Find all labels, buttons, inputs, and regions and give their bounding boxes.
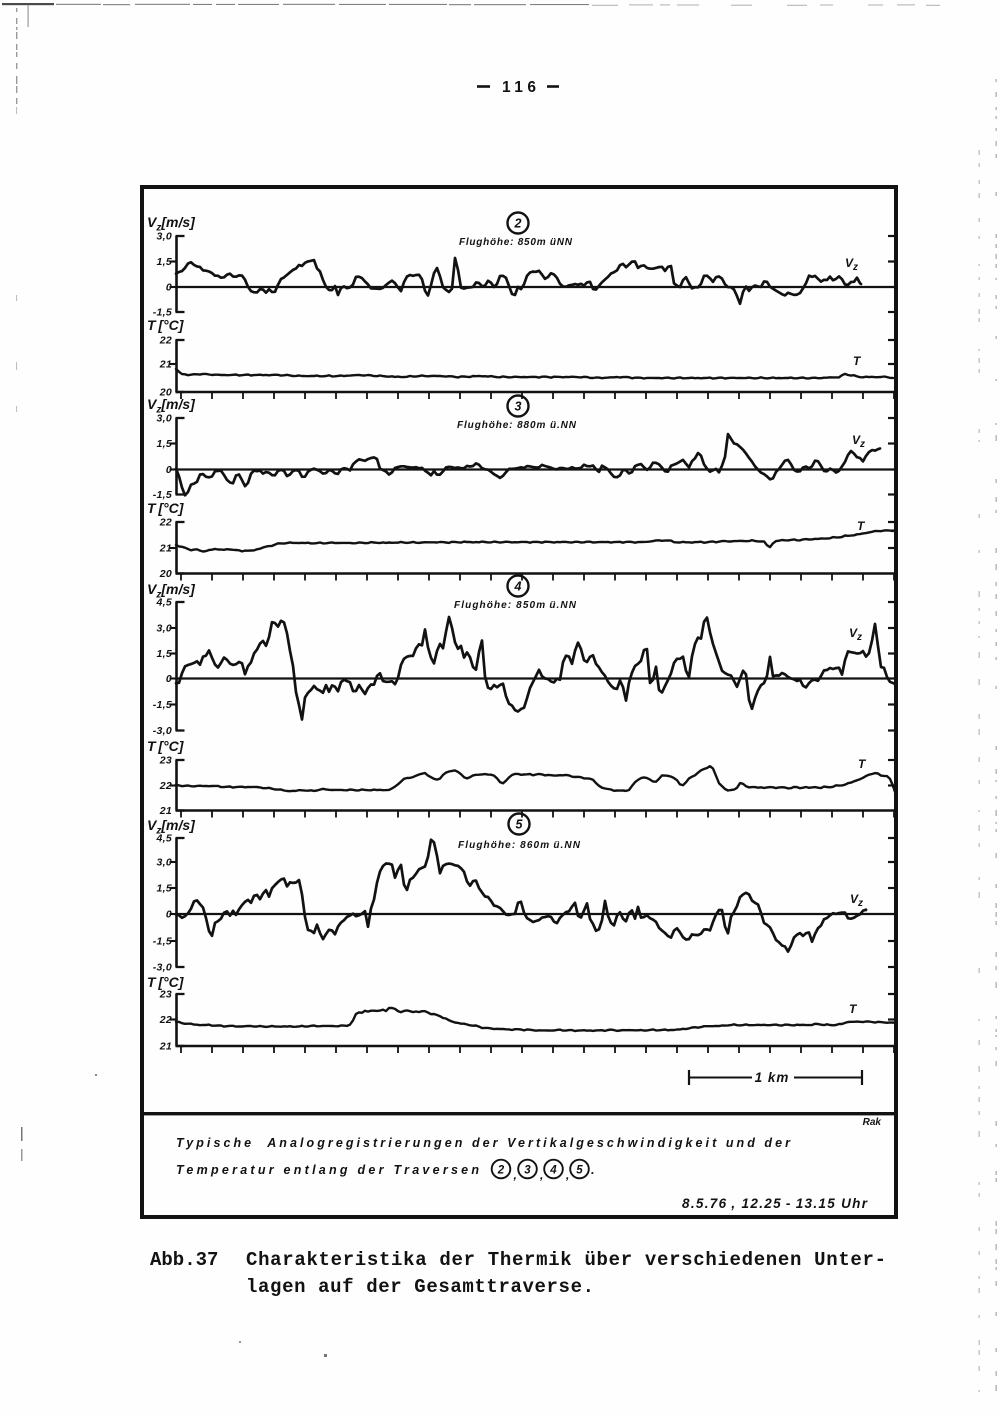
svg-text:20: 20 — [159, 387, 172, 399]
svg-text:,: , — [513, 1168, 517, 1182]
svg-text:21: 21 — [159, 1041, 172, 1053]
svg-text:T [°C]: T [°C] — [147, 738, 185, 754]
svg-text:2: 2 — [497, 1165, 505, 1177]
svg-text:T: T — [858, 757, 867, 771]
svg-text:1,5: 1,5 — [157, 438, 173, 450]
svg-text:1,5: 1,5 — [157, 648, 173, 660]
svg-text:-1,5: -1,5 — [153, 936, 172, 948]
svg-text:2: 2 — [514, 216, 522, 230]
svg-text:,: , — [565, 1168, 569, 1182]
svg-text:4: 4 — [549, 1165, 557, 1177]
svg-text:1,5: 1,5 — [157, 256, 173, 268]
svg-text:-1,5: -1,5 — [153, 699, 172, 711]
svg-text:Charakteristika der Thermik üb: Charakteristika der Thermik über verschi… — [246, 1249, 886, 1271]
svg-text:Flughöhe: 860m ü.NN: Flughöhe: 860m ü.NN — [458, 840, 581, 851]
svg-text:Flughöhe: 850m üNN: Flughöhe: 850m üNN — [459, 237, 573, 248]
svg-text:22: 22 — [159, 780, 172, 792]
svg-text:T: T — [857, 519, 866, 533]
svg-text:21: 21 — [159, 805, 172, 817]
svg-text:5: 5 — [576, 1165, 583, 1177]
svg-text:Temperatur entlang der Travers: Temperatur entlang der Traversen — [176, 1163, 479, 1177]
svg-text:3: 3 — [524, 1165, 531, 1177]
svg-text:Vz: Vz — [852, 433, 865, 450]
svg-text:3,0: 3,0 — [157, 231, 173, 243]
svg-text:8.5.76 , 12.25 - 13.15 Uhr: 8.5.76 , 12.25 - 13.15 Uhr — [682, 1196, 868, 1211]
svg-text:Abb.37: Abb.37 — [150, 1249, 218, 1271]
svg-text:-1,5: -1,5 — [153, 489, 172, 501]
svg-text:20: 20 — [159, 568, 172, 580]
svg-text:T: T — [853, 354, 862, 368]
svg-text:5: 5 — [516, 817, 524, 831]
svg-text:0: 0 — [166, 909, 172, 921]
svg-text:3: 3 — [515, 399, 522, 413]
svg-text:4,5: 4,5 — [156, 833, 173, 845]
svg-text:0: 0 — [166, 464, 172, 476]
svg-text:22: 22 — [159, 335, 172, 347]
svg-text:.: . — [591, 1162, 595, 1177]
svg-text:22: 22 — [159, 517, 172, 529]
svg-text:116: 116 — [502, 79, 536, 96]
svg-text:3,0: 3,0 — [157, 857, 173, 869]
svg-text:,: , — [539, 1168, 543, 1182]
svg-text:Rak: Rak — [863, 1117, 882, 1128]
svg-text:T [°C]: T [°C] — [147, 317, 185, 333]
svg-text:Vz: Vz — [849, 626, 862, 643]
svg-text:23: 23 — [159, 755, 172, 767]
svg-text:0: 0 — [166, 673, 172, 685]
svg-text:Typische Analogregistrierunge: Typische Analogregistrierungen der Verti… — [176, 1136, 791, 1150]
svg-text:0: 0 — [166, 282, 172, 294]
svg-text:1 km: 1 km — [755, 1070, 790, 1085]
svg-text:Vz: Vz — [850, 892, 863, 909]
svg-text:21: 21 — [159, 359, 172, 371]
svg-text:Flughöhe: 880m ü.NN: Flughöhe: 880m ü.NN — [457, 420, 577, 431]
svg-text:-3,0: -3,0 — [153, 962, 172, 974]
svg-text:T: T — [849, 1002, 858, 1016]
svg-text:-3,0: -3,0 — [153, 725, 172, 737]
svg-text:22: 22 — [159, 1014, 172, 1026]
svg-text:3,0: 3,0 — [157, 413, 173, 425]
svg-text:3,0: 3,0 — [157, 623, 173, 635]
svg-text:-1,5: -1,5 — [153, 307, 172, 319]
svg-text:Vz: Vz — [845, 256, 858, 273]
svg-text:4,5: 4,5 — [156, 597, 173, 609]
svg-text:T [°C]: T [°C] — [147, 974, 185, 990]
svg-text:1,5: 1,5 — [157, 883, 173, 895]
svg-text:21: 21 — [159, 543, 172, 555]
svg-text:4: 4 — [514, 579, 522, 593]
svg-text:Vz[m/s]: Vz[m/s] — [147, 817, 196, 837]
svg-text:lagen auf der Gesamttraverse.: lagen auf der Gesamttraverse. — [246, 1276, 594, 1298]
svg-text:Flughöhe: 850m ü.NN: Flughöhe: 850m ü.NN — [454, 600, 577, 611]
svg-text:T [°C]: T [°C] — [147, 500, 185, 516]
svg-text:23: 23 — [159, 989, 172, 1001]
